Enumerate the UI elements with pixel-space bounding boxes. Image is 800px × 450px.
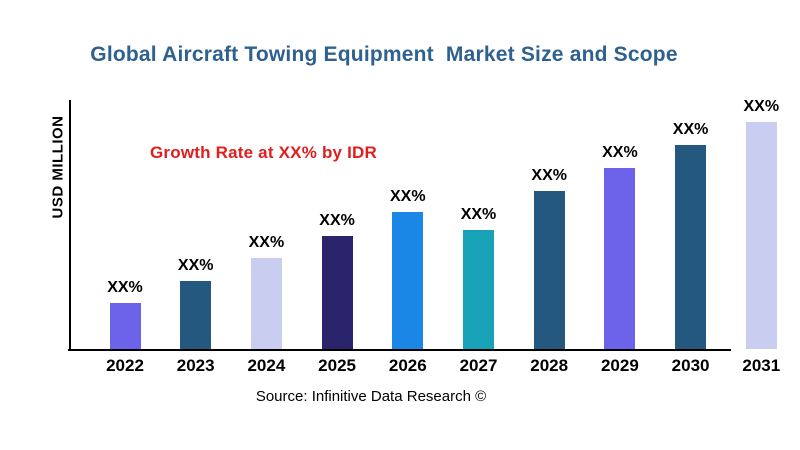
x-tick-label-2031: 2031: [742, 356, 781, 375]
bar-2024: [250, 258, 282, 349]
bar-value-label-2026: XX%: [390, 188, 426, 205]
bar-value-label-2023: XX%: [177, 257, 214, 274]
bar-2031: [745, 122, 777, 349]
y-axis-line: [69, 100, 71, 351]
bar-value-label-2029: XX%: [602, 144, 638, 161]
x-tick-label-2028: 2028: [530, 356, 569, 375]
x-tick-label-2029: 2029: [600, 356, 639, 375]
bar-2027: [463, 230, 494, 349]
bar-2030: [675, 145, 707, 349]
growth-rate-annotation: Growth Rate at XX% by IDR: [150, 143, 377, 162]
chart-title: Global Aircraft Towing Equipment Market …: [90, 43, 678, 66]
x-tick-label-2024: 2024: [247, 356, 286, 375]
x-tick-label-2027: 2027: [459, 356, 498, 375]
bar-value-label-2022: XX%: [107, 279, 143, 296]
bar-value-label-2030: XX%: [672, 121, 709, 138]
x-axis-line: [68, 349, 731, 351]
bar-2023: [180, 281, 212, 349]
bar-value-label-2028: XX%: [531, 167, 567, 184]
bar-2026: [392, 212, 424, 349]
source-attribution: Source: Infinitive Data Research ©: [255, 388, 487, 405]
bar-2028: [533, 191, 565, 349]
bar-value-label-2027: XX%: [460, 206, 497, 223]
x-tick-label-2025: 2025: [318, 356, 356, 375]
bar-2029: [604, 168, 636, 349]
bar-value-label-2025: XX%: [319, 212, 355, 229]
bar-2025: [321, 236, 353, 349]
bar-value-label-2024: XX%: [248, 234, 285, 251]
bar-2022: [109, 303, 141, 349]
y-axis-label: USD MILLION: [49, 115, 67, 219]
x-tick-label-2022: 2022: [106, 356, 144, 375]
x-tick-label-2023: 2023: [176, 356, 215, 375]
bar-value-label-2031: XX%: [743, 98, 780, 115]
x-tick-label-2026: 2026: [388, 356, 427, 375]
x-tick-label-2030: 2030: [671, 356, 710, 375]
